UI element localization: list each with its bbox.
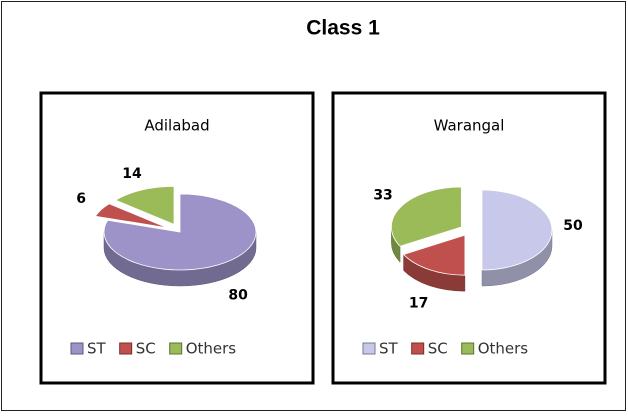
- chart-box: [331, 91, 607, 385]
- legend-swatch: [461, 342, 475, 355]
- pie-chart: Warangal 50 17 33 ST SC Others: [331, 91, 607, 385]
- chart-title: Adilabad: [144, 117, 209, 135]
- slice: [481, 189, 553, 271]
- data-label: 33: [373, 187, 392, 203]
- legend-label: ST: [379, 340, 399, 358]
- slice: [114, 185, 175, 225]
- pie-chart: Adilabad 80 6 14 ST SC Others: [39, 91, 315, 385]
- legend-swatch: [411, 342, 425, 355]
- data-label: 80: [228, 288, 248, 304]
- legend-label: Others: [478, 340, 529, 358]
- chart-title: Warangal: [434, 117, 505, 135]
- slice: [402, 234, 466, 276]
- legend-swatch: [119, 342, 133, 355]
- slice: [390, 186, 462, 247]
- legend-swatch: [169, 342, 183, 355]
- legend-label: ST: [87, 340, 107, 358]
- legend-label: SC: [428, 340, 448, 358]
- legend-swatch: [70, 342, 84, 355]
- legend-label: SC: [136, 340, 156, 358]
- data-label: 50: [563, 218, 583, 234]
- legend-swatch: [362, 342, 376, 355]
- page-title: Class 1: [306, 17, 380, 40]
- slice: [94, 203, 168, 229]
- data-label: 14: [122, 166, 142, 182]
- data-label: 17: [409, 296, 428, 312]
- data-label: 6: [76, 191, 86, 207]
- slice: [103, 193, 257, 271]
- legend-label: Others: [186, 340, 237, 358]
